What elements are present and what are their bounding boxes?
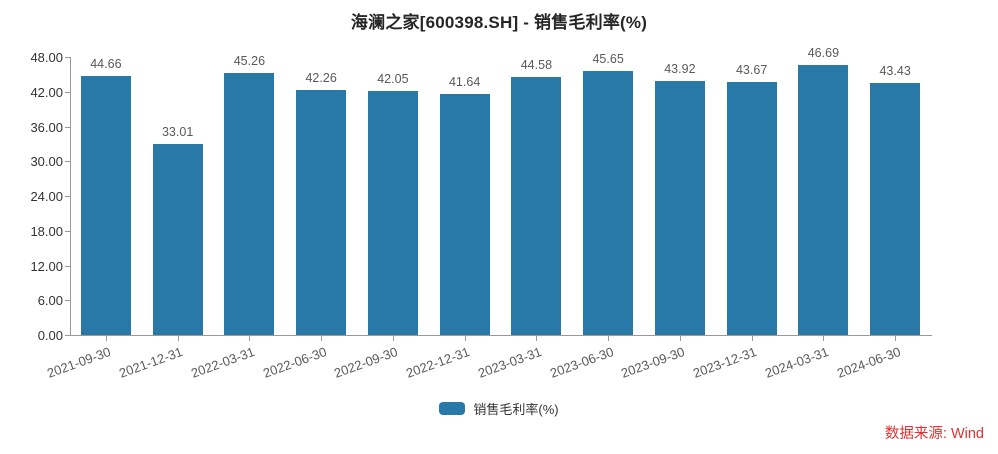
bar[interactable]: [726, 82, 777, 335]
y-axis-tick: [65, 161, 70, 163]
legend-label: 销售毛利率(%): [473, 402, 559, 417]
x-axis-tick: [823, 336, 825, 341]
legend[interactable]: 销售毛利率(%): [0, 399, 998, 418]
y-axis-label: 24.00: [30, 189, 63, 204]
bar[interactable]: [654, 80, 705, 335]
bar[interactable]: [583, 70, 634, 335]
y-axis-tick: [65, 265, 70, 267]
y-axis-label: 36.00: [30, 119, 63, 135]
bar-value-label: 41.64: [448, 74, 481, 89]
x-axis-label: 2023-06-30: [547, 344, 616, 381]
y-axis-label: 18.00: [30, 223, 63, 239]
y-axis-tick: [65, 300, 70, 302]
x-axis-tick: [249, 336, 251, 341]
bar[interactable]: [439, 93, 490, 335]
bar-value-label: 45.26: [233, 53, 266, 68]
y-axis-tick: [65, 335, 70, 336]
x-axis-label: 2024-03-31: [762, 344, 831, 381]
y-axis-tick: [65, 57, 70, 58]
bar-value-label: 43.43: [879, 64, 911, 79]
bar-value-label: 46.69: [807, 45, 840, 60]
y-axis-tick: [65, 196, 70, 197]
x-axis-label: 2021-12-31: [117, 344, 185, 381]
x-axis-tick: [895, 336, 897, 341]
y-axis-label: 6.00: [37, 293, 63, 309]
chart-title: 海澜之家[600398.SH] - 销售毛利率(%): [350, 13, 648, 32]
y-axis-tick: [65, 230, 70, 232]
bar-value-label: 43.67: [735, 63, 768, 78]
x-axis-tick: [751, 336, 753, 341]
bar[interactable]: [367, 91, 418, 335]
x-axis-label: 2022-12-31: [404, 344, 472, 381]
x-axis-tick: [392, 336, 394, 341]
bar-value-label: 43.92: [664, 61, 696, 76]
x-axis-tick: [608, 336, 610, 341]
y-axis-tick: [65, 126, 70, 128]
legend-marker-icon: [439, 402, 466, 415]
x-axis-label: 2021-09-30: [45, 344, 114, 381]
plot-area: [70, 57, 932, 336]
bar[interactable]: [152, 143, 203, 335]
bar[interactable]: [870, 83, 921, 335]
x-axis-label: 2023-12-31: [691, 344, 759, 381]
y-axis-label: 48.00: [30, 50, 63, 65]
x-axis-tick: [536, 336, 538, 341]
bar[interactable]: [80, 76, 131, 335]
y-axis-tick: [65, 91, 70, 93]
bar[interactable]: [511, 76, 562, 335]
bar-value-label: 44.66: [90, 57, 122, 72]
bar-value-label: 42.26: [305, 71, 337, 86]
y-axis-label: 12.00: [30, 258, 63, 274]
x-axis-label: 2023-09-30: [619, 344, 688, 381]
data-source-label: 数据来源: Wind: [884, 426, 984, 442]
bar-value-label: 33.01: [161, 124, 194, 139]
x-axis-label: 2024-06-30: [834, 344, 903, 381]
bar[interactable]: [296, 90, 347, 335]
bar[interactable]: [798, 64, 849, 335]
bar-value-label: 45.65: [592, 51, 624, 66]
y-axis-label: 0.00: [37, 328, 63, 343]
x-axis-tick: [464, 336, 466, 341]
x-axis-label: 2022-06-30: [260, 344, 329, 381]
bar[interactable]: [224, 72, 275, 335]
y-axis-label: 42.00: [30, 84, 63, 100]
x-axis-tick: [321, 336, 323, 341]
x-axis-tick: [679, 336, 681, 341]
bar-value-label: 44.58: [520, 57, 553, 72]
x-axis-label: 2022-09-30: [332, 344, 401, 381]
x-axis-tick: [105, 336, 107, 341]
x-axis-label: 2023-03-31: [475, 344, 544, 381]
bar-value-label: 42.05: [377, 72, 409, 87]
x-axis-label: 2022-03-31: [188, 344, 257, 381]
x-axis-tick: [177, 336, 179, 341]
y-axis-label: 30.00: [30, 154, 63, 170]
